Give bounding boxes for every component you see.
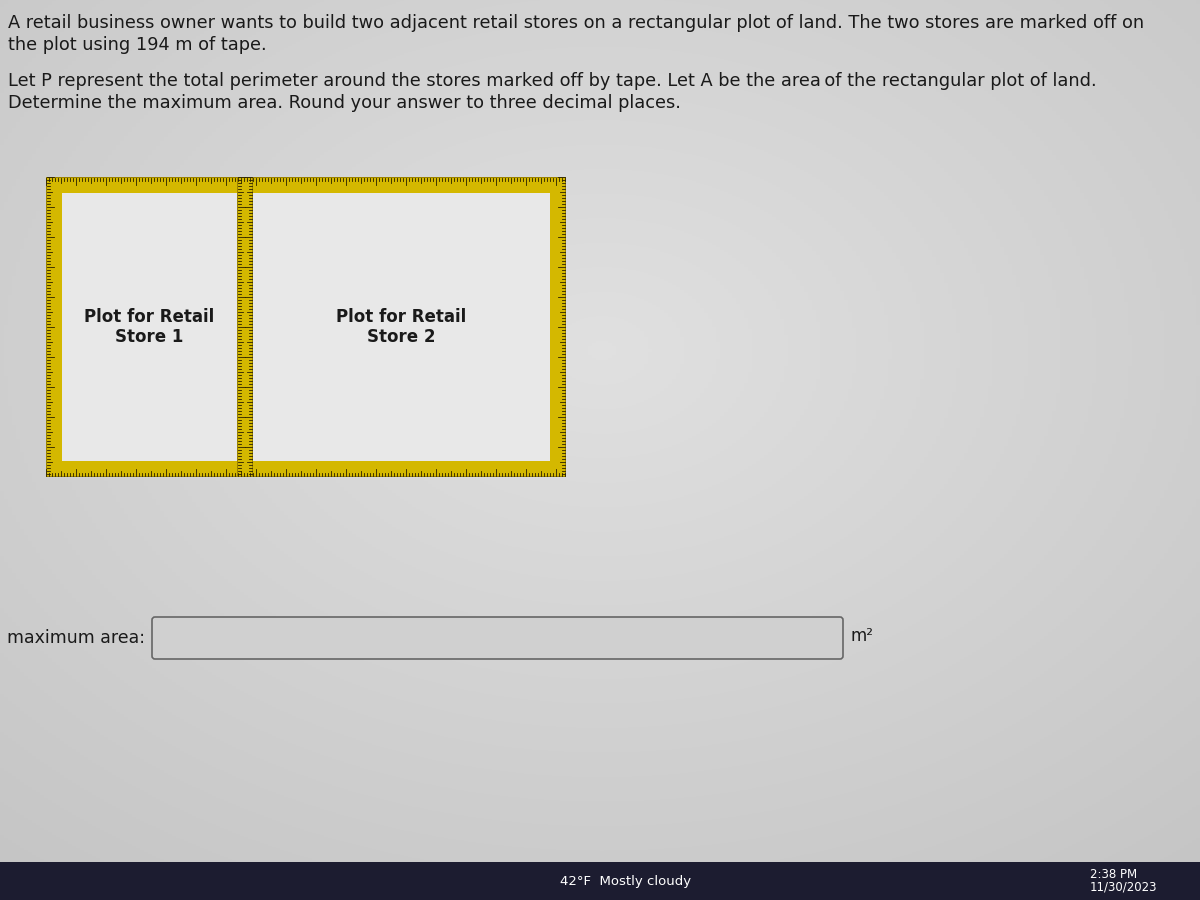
Bar [0, 862, 1200, 900]
Text: Let P represent the total perimeter around the stores marked off by tape. Let A : Let P represent the total perimeter arou… [8, 72, 1097, 90]
Text: 11/30/2023: 11/30/2023 [1090, 880, 1158, 894]
Bar [238, 178, 252, 476]
Text: Plot for Retail: Plot for Retail [336, 308, 467, 326]
Text: m²: m² [850, 627, 874, 645]
Bar [62, 193, 238, 461]
Text: 2:38 PM: 2:38 PM [1090, 868, 1138, 880]
Text: A retail business owner wants to build two adjacent retail stores on a rectangul: A retail business owner wants to build t… [8, 14, 1144, 32]
Bar [253, 193, 550, 461]
Bar [62, 193, 550, 461]
Bar [238, 177, 253, 477]
Text: Determine the maximum area. Round your answer to three decimal places.: Determine the maximum area. Round your a… [8, 94, 680, 112]
Text: Store 2: Store 2 [367, 328, 436, 346]
Text: 42°F  Mostly cloudy: 42°F Mostly cloudy [560, 875, 691, 887]
Text: Plot for Retail: Plot for Retail [84, 308, 215, 326]
Bar [47, 178, 565, 476]
Text: the plot using 194 m of tape.: the plot using 194 m of tape. [8, 36, 266, 54]
Text: Store 1: Store 1 [115, 328, 184, 346]
FancyBboxPatch shape [152, 617, 842, 659]
Text: maximum area:: maximum area: [7, 629, 145, 647]
Bar [46, 177, 566, 477]
